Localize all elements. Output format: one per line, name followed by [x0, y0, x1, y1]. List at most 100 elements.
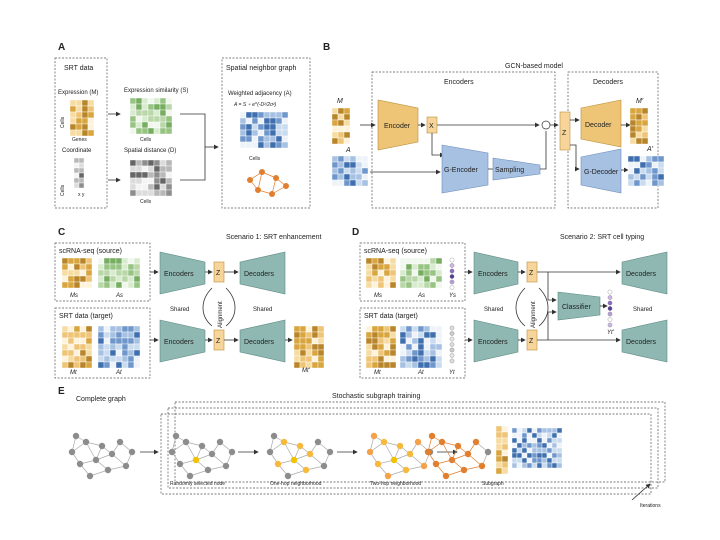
- cat-cell: [103, 361, 111, 369]
- cat-cell: [133, 343, 141, 351]
- emat-cell: [516, 452, 523, 459]
- a-label: A: [345, 147, 351, 154]
- adj-cell: [239, 123, 247, 131]
- ab-cell: [331, 179, 339, 187]
- cmt-cell: [73, 355, 81, 363]
- cat-cell: [127, 331, 135, 339]
- dat-cell: [405, 337, 413, 345]
- dat-cell: [417, 325, 425, 333]
- cmt-cell: [79, 349, 87, 357]
- das-cell: [429, 281, 437, 289]
- mb-cell: [337, 113, 345, 121]
- adj-cell: [281, 129, 289, 137]
- apb-cell: [633, 179, 641, 187]
- ab-cell: [361, 161, 369, 169]
- evec-cell: [501, 455, 509, 463]
- dmt-cell: [365, 343, 373, 351]
- dmt-cell: [377, 343, 385, 351]
- evec-cell: [501, 431, 509, 439]
- sim-cell: [147, 115, 155, 123]
- dms-cell: [365, 257, 373, 265]
- expr-cell: [75, 99, 83, 107]
- cmt-cell: [85, 325, 93, 333]
- expr-cell: [75, 129, 83, 137]
- sim-cell: [153, 121, 161, 129]
- sim-cell: [165, 97, 173, 105]
- cmt-cell: [67, 349, 75, 357]
- emat-cell: [536, 452, 543, 459]
- dms-cell: [383, 263, 391, 271]
- dat-cell: [399, 361, 407, 369]
- cas-cell: [115, 263, 123, 271]
- dms-cell: [383, 275, 391, 283]
- dat-cell: [417, 355, 425, 363]
- cas-cell: [103, 281, 111, 289]
- adj-cell: [269, 117, 277, 125]
- decoders-box: [567, 71, 659, 209]
- emat-cell: [536, 457, 543, 464]
- expression-matrix: [69, 99, 95, 137]
- sim-cell: [147, 127, 155, 135]
- mb-cell: [337, 107, 345, 115]
- coord-cell: [73, 162, 80, 169]
- graph-node: [247, 177, 253, 183]
- apb-cell: [645, 179, 653, 187]
- emat-cell: [531, 462, 538, 469]
- mb-cell: [343, 107, 351, 115]
- dist-cell: [141, 177, 149, 185]
- adj-cell: [275, 117, 283, 125]
- emat-cell: [511, 427, 518, 434]
- graph-node: [116, 438, 124, 446]
- graph-node: [255, 187, 261, 193]
- dmt-cell: [383, 343, 391, 351]
- dist-cell: [129, 159, 137, 167]
- mpb-cell: [629, 131, 637, 139]
- emat-cell: [516, 437, 523, 444]
- sim-cell: [147, 109, 155, 117]
- dat-cell: [429, 325, 437, 333]
- panel-e: E Complete graph Stochastic subgraph tra…: [58, 386, 666, 509]
- dat-cell: [405, 349, 413, 357]
- cmt-cell: [73, 331, 81, 339]
- dmt-cell: [377, 349, 385, 357]
- panel-c-letter: C: [58, 227, 65, 238]
- evec-cell: [495, 443, 503, 451]
- dmt-cell: [371, 349, 379, 357]
- graph-node: [274, 460, 282, 468]
- expr-cell: [69, 129, 77, 137]
- d-target-label: SRT data (target): [364, 313, 418, 320]
- apb-cell: [639, 179, 647, 187]
- cas-cell: [103, 257, 111, 265]
- apb-cell: [645, 173, 653, 181]
- ab-cell: [337, 161, 345, 169]
- emat-cell: [531, 457, 538, 464]
- emat-cell: [526, 432, 533, 439]
- coord-cell: [78, 172, 85, 179]
- emat-cell: [546, 442, 553, 449]
- dmt-cell: [371, 361, 379, 369]
- dat-cell: [423, 343, 431, 351]
- cas-cell: [133, 257, 141, 265]
- adj-cell: [263, 141, 271, 149]
- expr-cell: [69, 117, 77, 125]
- mpb-cell: [635, 113, 643, 121]
- dat-cell: [405, 343, 413, 351]
- graph-node: [366, 448, 374, 456]
- adj-cell: [251, 129, 259, 137]
- das-cell: [405, 269, 413, 277]
- iteration-frame-3: [174, 401, 666, 483]
- cmt-cell: [85, 331, 93, 339]
- emat-cell: [531, 442, 538, 449]
- c-encoders-top-label: Encoders: [164, 271, 194, 278]
- adj-cell: [245, 117, 253, 125]
- ab-cell: [355, 173, 363, 181]
- adj-cell: [269, 129, 277, 137]
- cat-cell: [109, 331, 117, 339]
- one-hop-label: One-hop neighborhood: [270, 481, 322, 487]
- cms-cell: [61, 281, 69, 289]
- genes-label: Genes: [72, 137, 87, 143]
- apb-cell: [633, 167, 641, 175]
- label-dot: [449, 342, 455, 347]
- cms-cell: [79, 281, 87, 289]
- dms-cell: [377, 281, 385, 289]
